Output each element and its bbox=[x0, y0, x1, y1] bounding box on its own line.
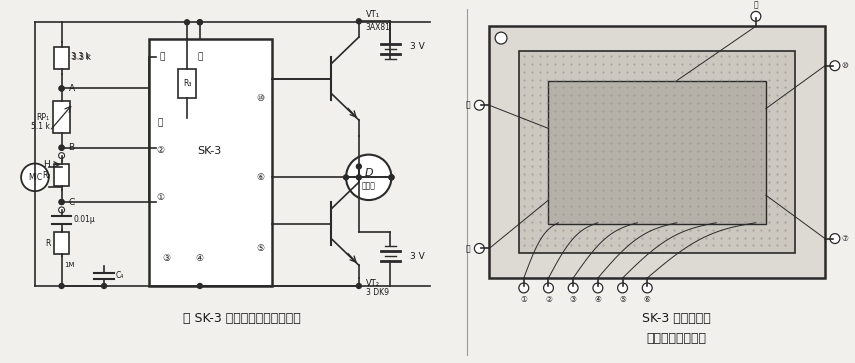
Text: 软封装外形示意图: 软封装外形示意图 bbox=[647, 332, 707, 345]
Text: SK-3 集成块黑胶: SK-3 集成块黑胶 bbox=[642, 312, 711, 325]
Circle shape bbox=[59, 145, 64, 150]
Text: ⑬: ⑬ bbox=[465, 101, 469, 110]
Circle shape bbox=[830, 234, 840, 244]
Bar bbox=[54, 164, 69, 186]
Circle shape bbox=[198, 20, 203, 25]
Circle shape bbox=[544, 283, 553, 293]
Text: ②: ② bbox=[156, 146, 164, 155]
Text: C₄: C₄ bbox=[116, 270, 124, 280]
Circle shape bbox=[59, 86, 64, 91]
Text: 3 DK9: 3 DK9 bbox=[366, 288, 389, 297]
Text: R: R bbox=[45, 238, 50, 248]
Bar bbox=[489, 26, 825, 278]
Text: 3 V: 3 V bbox=[410, 42, 425, 52]
Circle shape bbox=[475, 100, 484, 110]
Text: ②: ② bbox=[545, 295, 552, 304]
Circle shape bbox=[830, 61, 840, 71]
Circle shape bbox=[495, 32, 507, 44]
Circle shape bbox=[59, 200, 64, 204]
Bar bbox=[519, 51, 795, 253]
Text: ⑩: ⑩ bbox=[841, 61, 848, 70]
Circle shape bbox=[751, 11, 761, 21]
Bar bbox=[54, 232, 69, 254]
Circle shape bbox=[21, 163, 49, 191]
Circle shape bbox=[59, 200, 64, 204]
Text: 5.1 k: 5.1 k bbox=[31, 122, 50, 131]
Text: 3AX81: 3AX81 bbox=[366, 23, 391, 32]
Circle shape bbox=[59, 152, 65, 159]
Text: VT₂: VT₂ bbox=[366, 278, 380, 287]
Circle shape bbox=[519, 283, 528, 293]
Text: 电动机: 电动机 bbox=[362, 182, 375, 191]
Text: 由 SK-3 构成的电动机控制电路: 由 SK-3 构成的电动机控制电路 bbox=[184, 312, 301, 325]
Circle shape bbox=[346, 155, 392, 200]
Text: H: H bbox=[43, 160, 50, 169]
Text: ⑥: ⑥ bbox=[256, 173, 264, 182]
Text: VT₁: VT₁ bbox=[366, 10, 380, 19]
Text: ⑤: ⑤ bbox=[619, 295, 626, 304]
Text: ⑦: ⑦ bbox=[841, 234, 848, 243]
Text: ③: ③ bbox=[162, 254, 170, 263]
Text: C: C bbox=[68, 197, 74, 207]
Text: ⑭: ⑭ bbox=[198, 52, 203, 61]
Text: B: B bbox=[68, 143, 74, 152]
Text: ①: ① bbox=[521, 295, 528, 304]
Circle shape bbox=[357, 284, 362, 289]
Circle shape bbox=[59, 284, 64, 289]
Text: ①: ① bbox=[156, 193, 164, 201]
Circle shape bbox=[185, 20, 190, 25]
Text: ⑫: ⑫ bbox=[753, 0, 758, 9]
Circle shape bbox=[389, 175, 394, 180]
Text: 1M: 1M bbox=[65, 262, 75, 268]
Circle shape bbox=[59, 207, 65, 213]
Text: 0.01μ: 0.01μ bbox=[74, 215, 95, 224]
Text: ④: ④ bbox=[196, 254, 204, 263]
Bar bbox=[54, 47, 69, 69]
Circle shape bbox=[59, 86, 64, 91]
Text: 3.3 k: 3.3 k bbox=[72, 52, 91, 61]
Circle shape bbox=[617, 283, 628, 293]
Text: SK-3: SK-3 bbox=[198, 146, 221, 156]
Text: ⑩: ⑩ bbox=[256, 94, 264, 103]
Circle shape bbox=[198, 284, 203, 289]
Text: 3.3 k: 3.3 k bbox=[73, 53, 91, 62]
Text: A: A bbox=[68, 84, 74, 93]
Circle shape bbox=[642, 283, 652, 293]
Circle shape bbox=[357, 175, 362, 180]
Text: ⑬: ⑬ bbox=[160, 52, 165, 61]
Text: ⑥: ⑥ bbox=[644, 295, 651, 304]
Text: 3 V: 3 V bbox=[410, 252, 425, 261]
Text: R₃: R₃ bbox=[183, 79, 192, 88]
Text: ④: ④ bbox=[594, 295, 601, 304]
Text: ⑭: ⑭ bbox=[465, 244, 469, 253]
Bar bbox=[149, 39, 272, 286]
Circle shape bbox=[357, 164, 362, 169]
Text: D: D bbox=[364, 168, 373, 178]
Text: ③: ③ bbox=[569, 295, 576, 304]
Text: ⑫: ⑫ bbox=[157, 118, 163, 127]
Text: R₂: R₂ bbox=[42, 171, 50, 180]
Circle shape bbox=[102, 284, 107, 289]
Text: ⑤: ⑤ bbox=[256, 244, 264, 253]
Circle shape bbox=[593, 283, 603, 293]
Bar bbox=[53, 101, 70, 133]
Text: RP₁: RP₁ bbox=[37, 113, 50, 122]
Text: MIC: MIC bbox=[28, 173, 42, 182]
Circle shape bbox=[59, 145, 64, 150]
Circle shape bbox=[475, 244, 484, 253]
Bar bbox=[178, 69, 196, 98]
Circle shape bbox=[198, 20, 203, 25]
Circle shape bbox=[569, 283, 578, 293]
Bar bbox=[548, 81, 766, 224]
Circle shape bbox=[389, 175, 394, 180]
Circle shape bbox=[357, 19, 362, 24]
Circle shape bbox=[344, 175, 349, 180]
